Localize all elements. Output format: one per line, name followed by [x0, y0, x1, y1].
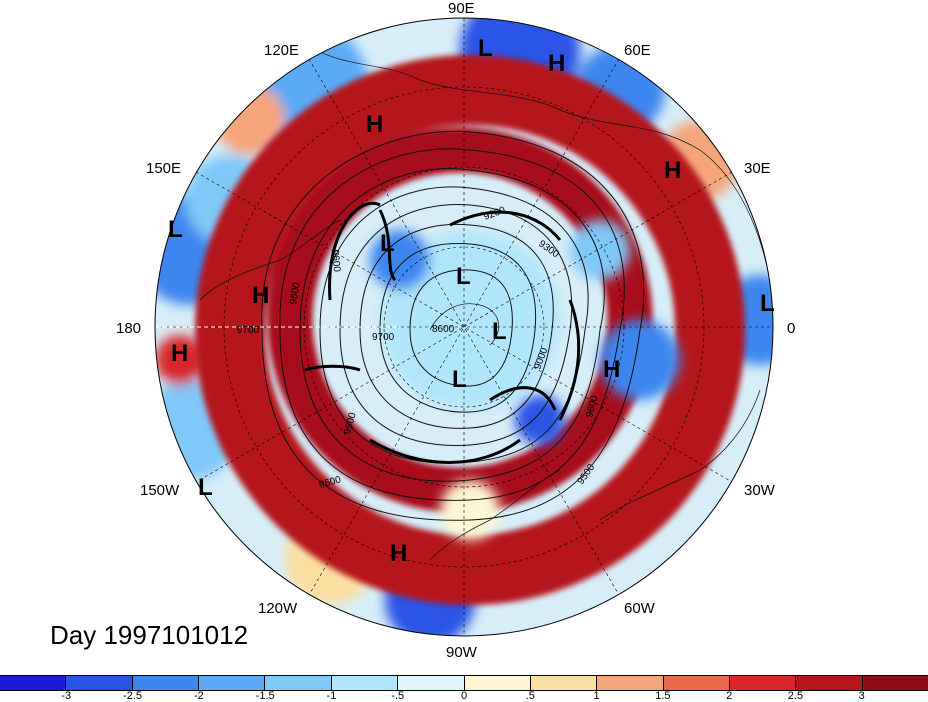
lon-label-90e: 90E — [448, 0, 475, 17]
graticule — [155, 18, 773, 636]
geopotential-contours — [261, 130, 645, 521]
colorbar-tick-label: -1.5 — [255, 690, 275, 702]
colorbar-swatch — [729, 676, 797, 690]
colorbar-tick-label: .5 — [525, 690, 535, 702]
colorbar-swatch — [132, 676, 200, 690]
jet-contours — [304, 201, 581, 464]
contour-label: 8600 — [432, 324, 455, 335]
colorbar-swatch — [199, 676, 266, 690]
colorbar-swatch — [265, 676, 332, 690]
lon-label-30w: 30W — [744, 482, 775, 499]
colorbar-tick-label: -2 — [193, 690, 204, 702]
contour-label: 9700 — [237, 325, 260, 336]
colorbar-tick-label: 2.5 — [787, 690, 804, 702]
colorbar-tick-label: 0 — [460, 690, 468, 702]
pressure-center-label: H — [664, 157, 682, 184]
pressure-center-label: L — [478, 35, 493, 62]
pressure-center-label: L — [198, 474, 213, 501]
pressure-center-label: H — [390, 540, 408, 567]
day-title: Day 1997101012 — [50, 620, 249, 650]
colorbar-tick-label: 1.5 — [655, 690, 671, 702]
anomaly-field — [155, 18, 773, 636]
lon-label-150w: 150W — [140, 482, 180, 499]
colorbar-swatch — [862, 676, 928, 690]
colorbar-swatch — [796, 676, 863, 690]
pressure-center-label: L — [380, 230, 395, 257]
lon-label-150e: 150E — [146, 160, 182, 177]
pressure-center-label: H — [171, 340, 189, 367]
lon-label-60e: 60E — [624, 42, 651, 59]
lon-label-180: 180 — [116, 320, 142, 337]
pressure-center-label: L — [452, 366, 467, 393]
colorbar — [0, 675, 928, 691]
contour-label: 9600 — [288, 281, 303, 305]
colorbar-tick-label: 1 — [593, 690, 600, 702]
pressure-center-label: L — [492, 318, 507, 345]
colorbar-swatch — [597, 676, 664, 690]
colorbar-swatch — [464, 676, 531, 690]
colorbar-tick-label: -.5 — [391, 690, 405, 702]
colorbar-tick-label: 2 — [726, 690, 733, 702]
colorbar-swatch — [0, 676, 67, 690]
lon-label-120w: 120W — [258, 600, 298, 617]
coastlines — [199, 39, 771, 561]
map-border — [154, 17, 774, 637]
pressure-center-label: H — [252, 282, 270, 309]
colorbar-swatch — [66, 676, 133, 690]
pressure-center-label: L — [760, 290, 775, 317]
pressure-center-label: L — [168, 216, 183, 243]
colorbar-swatch — [331, 676, 399, 690]
pressure-center-label: H — [366, 111, 384, 138]
colorbar-swatch — [663, 676, 730, 690]
lon-label-90w: 90W — [446, 644, 477, 661]
contour-label: 9700 — [372, 332, 395, 343]
lon-label-30e: 30E — [744, 160, 771, 177]
contour-label: 9600 — [329, 249, 342, 273]
colorbar-swatch — [398, 676, 465, 690]
pressure-center-label: L — [456, 263, 471, 290]
colorbar-swatch — [530, 676, 598, 690]
lon-label-120e: 120E — [264, 42, 300, 59]
colorbar-tick-label: -1 — [326, 690, 337, 702]
lon-label-0: 0 — [787, 320, 796, 337]
lon-label-60w: 60W — [624, 600, 655, 617]
pressure-center-label: H — [548, 50, 566, 77]
colorbar-tick-label: -3 — [61, 690, 72, 702]
colorbar-tick-label: 3 — [858, 690, 865, 702]
pressure-center-label: H — [603, 356, 621, 383]
colorbar-tick-label: -2.5 — [123, 690, 143, 702]
